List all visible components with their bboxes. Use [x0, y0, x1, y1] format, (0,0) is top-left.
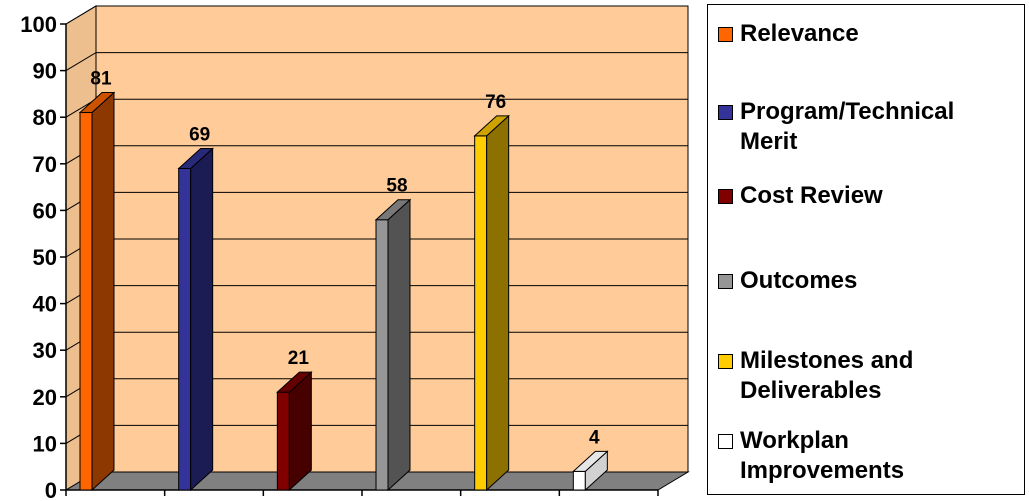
bar-top — [374, 199, 412, 221]
y-tick-label: 20 — [33, 385, 57, 410]
y-tick-labels: 0 10 20 30 40 50 60 70 80 90 100 — [20, 12, 57, 501]
data-label: 69 — [189, 124, 210, 145]
legend-label-line: Improvements — [740, 457, 905, 484]
bar-front — [276, 391, 290, 491]
bar-top — [473, 115, 510, 137]
data-label: 58 — [386, 176, 407, 197]
legend-label-line: Workplan — [740, 427, 849, 454]
gridline — [65, 52, 688, 72]
y-tick-label: 60 — [33, 198, 57, 223]
legend-label: Outcomes — [740, 266, 857, 296]
legend-label-line: Merit — [740, 128, 798, 155]
data-label: 81 — [90, 69, 112, 90]
y-tick-label: 40 — [33, 292, 57, 317]
legend-swatch — [718, 354, 733, 369]
bars — [78, 91, 609, 492]
bar-top — [276, 371, 313, 393]
bar-front — [572, 470, 586, 491]
legend: Relevance Program/Technical Merit Cost Revi… — [707, 4, 1025, 495]
legend-label: Program/Technical Merit — [740, 97, 954, 157]
axes — [60, 23, 659, 496]
bar-front — [178, 167, 192, 491]
bar — [473, 114, 510, 492]
data-labels: 81 69 21 58 76 4 — [90, 69, 600, 449]
data-label: 76 — [485, 92, 506, 113]
bar — [374, 198, 412, 492]
bar-front — [474, 135, 488, 491]
legend-label: Cost Review — [740, 181, 883, 211]
y-tick-label: 90 — [33, 59, 57, 84]
legend-swatch — [718, 434, 733, 449]
bar-front — [375, 219, 389, 491]
bar-side — [91, 91, 115, 492]
y-tick-label: 0 — [45, 478, 57, 501]
legend-label-line: Program/Technical — [740, 98, 955, 125]
legend-label-line: Deliverables — [740, 377, 882, 404]
bar — [177, 147, 214, 492]
legend-swatch — [718, 274, 733, 289]
legend-label: Workplan Improvements — [740, 426, 904, 486]
bar-side — [288, 371, 312, 492]
bar — [276, 371, 313, 492]
bar-side — [190, 147, 214, 492]
bar-top — [78, 92, 116, 114]
gridline — [65, 5, 688, 25]
y-tick-label: 10 — [33, 431, 57, 456]
legend-label: Relevance — [740, 19, 859, 49]
legend-swatch — [718, 189, 733, 204]
bar-side — [486, 114, 510, 492]
legend-label-line: Cost Review — [740, 182, 883, 209]
y-tick-label: 100 — [20, 12, 57, 37]
legend-swatch — [718, 105, 733, 120]
legend-label-line: Milestones and — [740, 347, 914, 374]
bar-side — [387, 198, 411, 492]
y-tick-label: 30 — [33, 338, 57, 363]
bar-top — [177, 147, 214, 169]
data-label: 4 — [589, 427, 600, 448]
y-tick-label: 80 — [33, 105, 57, 130]
legend-swatch — [718, 27, 733, 42]
legend-label: Milestones and Deliverables — [740, 346, 913, 406]
legend-label-line: Relevance — [740, 20, 859, 47]
bar-front — [79, 112, 93, 491]
legend-label-line: Outcomes — [740, 267, 858, 294]
y-tick-label: 50 — [33, 245, 57, 270]
bar — [78, 91, 116, 492]
data-label: 21 — [288, 348, 310, 369]
y-tick-label: 70 — [33, 152, 57, 177]
bar-chart: 0 10 20 30 40 50 60 70 80 90 100 81 69 21 58 76 4 — [20, 5, 690, 501]
bar-top — [572, 450, 609, 472]
bar — [572, 450, 609, 492]
